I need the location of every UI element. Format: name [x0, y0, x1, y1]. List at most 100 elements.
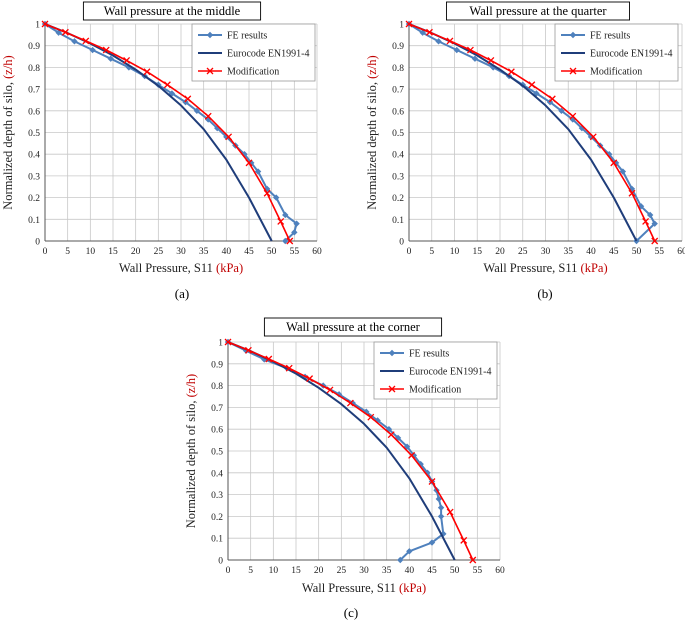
y-tick-label: 0.9 — [392, 42, 404, 52]
data-point — [435, 495, 442, 503]
x-tick-label: 0 — [407, 247, 412, 257]
x-tick-label: 60 — [312, 247, 322, 257]
legend-marker — [569, 67, 577, 75]
x-tick-label: 50 — [632, 247, 642, 257]
data-point — [282, 211, 289, 219]
y-axis-label: Normalized depth of silo, (z/h) — [184, 374, 198, 528]
x-axis-label: Wall Pressure, S11 (kPa) — [302, 581, 426, 595]
data-point — [408, 451, 416, 459]
data-point — [254, 168, 262, 175]
chart-title-box — [82, 1, 262, 21]
y-tick-label: 0.4 — [28, 151, 40, 161]
data-point — [610, 159, 618, 167]
legend-marker — [569, 31, 577, 39]
data-point — [489, 64, 497, 71]
data-point — [487, 56, 495, 64]
y-tick-label: 0 — [35, 238, 40, 248]
x-tick-label: 30 — [541, 247, 551, 257]
y-tick-label: 0.8 — [211, 382, 223, 392]
y-tick-label: 0.2 — [211, 513, 223, 523]
data-point — [437, 513, 445, 520]
data-point — [273, 194, 280, 201]
y-tick-label: 1 — [35, 21, 40, 31]
x-tick-label: 35 — [382, 566, 392, 576]
x-tick-label: 55 — [290, 247, 300, 257]
data-point — [435, 38, 442, 45]
x-tick-label: 20 — [131, 247, 141, 257]
legend-label: FE results — [227, 31, 267, 42]
panel-caption: (c) — [344, 605, 358, 620]
x-axis-unit: (kPa) — [399, 581, 426, 595]
x-tick-label: 60 — [677, 247, 685, 257]
data-point — [428, 539, 436, 546]
data-point — [469, 556, 477, 564]
data-point — [123, 56, 131, 64]
x-axis-label: Wall Pressure, S11 (kPa) — [119, 261, 243, 275]
legend-label: Eurocode EN1991-4 — [409, 367, 491, 378]
data-point — [569, 112, 577, 120]
panel-caption: (b) — [537, 286, 552, 301]
x-tick-label: 40 — [405, 566, 415, 576]
data-point — [397, 556, 404, 564]
data-point — [533, 90, 540, 97]
x-tick-label: 10 — [269, 566, 279, 576]
data-point — [612, 159, 620, 167]
chart-title: Wall pressure at the middle — [104, 4, 241, 18]
x-tick-label: 35 — [564, 247, 574, 257]
y-tick-label: 0.3 — [211, 491, 223, 501]
y-tick-label: 0.8 — [28, 64, 40, 74]
chart-panel-2: 0 5 10 15 20 25 30 35 40 45 50 55 60 0 0.1 0.2 0.3 0.4 0.5… — [365, 1, 685, 301]
x-tick-label: 20 — [495, 247, 505, 257]
x-tick-label: 5 — [65, 247, 70, 257]
x-axis-label: Wall Pressure, S11 (kPa) — [483, 261, 607, 275]
x-tick-label: 60 — [495, 566, 505, 576]
x-tick-label: 45 — [609, 247, 619, 257]
x-tick-label: 15 — [473, 247, 483, 257]
y-tick-label: 0.3 — [28, 172, 40, 182]
chart-title-box — [446, 1, 631, 21]
x-tick-label: 10 — [86, 247, 96, 257]
y-tick-label: 1 — [399, 21, 404, 31]
data-point — [224, 338, 232, 346]
x-tick-label: 5 — [248, 566, 253, 576]
y-axis-unit: (z/h) — [1, 55, 15, 79]
data-point — [265, 355, 273, 363]
data-point — [528, 81, 536, 89]
series-2 — [41, 20, 294, 245]
series-2 — [405, 20, 659, 245]
data-point — [107, 55, 114, 62]
data-point — [223, 133, 230, 141]
data-point — [244, 346, 252, 354]
legend: FE results Eurocode EN1991-4 Modification — [191, 23, 316, 82]
x-tick-label: 55 — [655, 247, 665, 257]
y-axis-label-text: Normalized depth of silo, — [1, 79, 15, 210]
x-tick-label: 55 — [473, 566, 483, 576]
data-point — [578, 124, 586, 132]
x-tick-label: 25 — [154, 247, 164, 257]
y-axis-label: Normalized depth of silo, (z/h) — [1, 55, 15, 209]
y-tick-label: 0.7 — [211, 404, 223, 414]
y-axis-label: Normalized depth of silo, (z/h) — [365, 55, 379, 209]
data-point — [437, 504, 445, 511]
x-tick-label: 15 — [108, 247, 118, 257]
data-point — [293, 220, 300, 227]
data-point — [291, 229, 298, 236]
data-point — [546, 98, 554, 106]
data-point — [242, 347, 250, 354]
x-axis-unit: (kPa) — [216, 261, 243, 275]
data-point — [55, 29, 62, 36]
data-point — [263, 189, 271, 197]
data-point — [143, 68, 151, 76]
data-point — [426, 28, 433, 36]
y-axis-unit: (z/h) — [365, 55, 379, 79]
y-tick-label: 0.6 — [28, 107, 40, 117]
data-point — [642, 218, 650, 225]
x-axis-label-text: Wall Pressure, S11 — [483, 261, 580, 275]
data-point — [349, 399, 356, 407]
legend-marker — [388, 385, 396, 393]
data-point — [646, 211, 654, 219]
legend-label: FE results — [409, 349, 449, 360]
legend-marker — [388, 349, 396, 357]
y-tick-label: 0.1 — [28, 216, 40, 226]
data-point — [507, 68, 515, 76]
